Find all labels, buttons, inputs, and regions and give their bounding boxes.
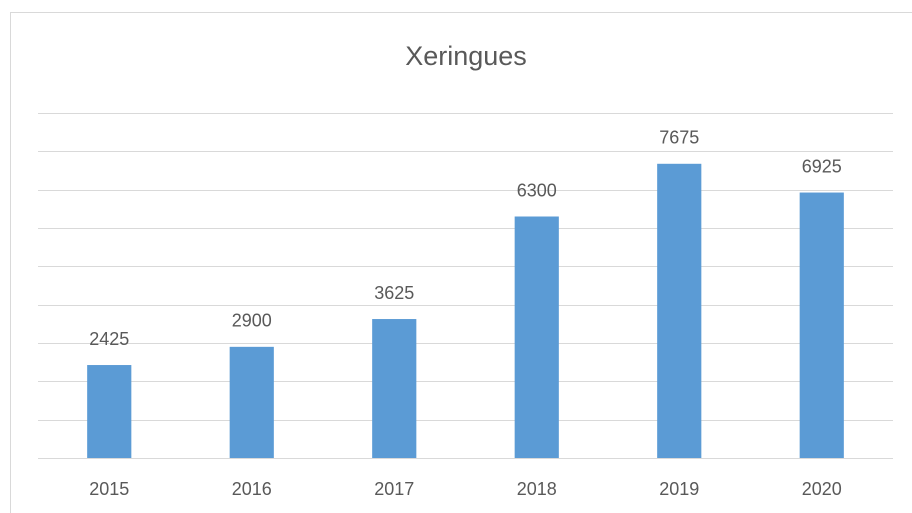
chart-title: Xeringues [405, 41, 527, 71]
data-label: 2900 [232, 311, 272, 331]
x-tick-label: 2017 [374, 479, 414, 499]
bar [514, 216, 559, 458]
data-label: 6925 [802, 156, 842, 176]
chart-border [10, 12, 912, 513]
x-tick-label: 2018 [517, 479, 557, 499]
data-label: 6300 [517, 180, 557, 200]
bar [657, 163, 702, 458]
data-label: 2425 [89, 329, 129, 349]
bar [372, 319, 417, 458]
data-label: 3625 [374, 283, 414, 303]
data-label: 7675 [659, 128, 699, 148]
bar [87, 365, 132, 458]
x-tick-label: 2016 [232, 479, 272, 499]
bar [229, 346, 274, 458]
x-tick-label: 2015 [89, 479, 129, 499]
x-tick-label: 2020 [802, 479, 842, 499]
x-tick-label: 2019 [659, 479, 699, 499]
bar [799, 192, 844, 458]
